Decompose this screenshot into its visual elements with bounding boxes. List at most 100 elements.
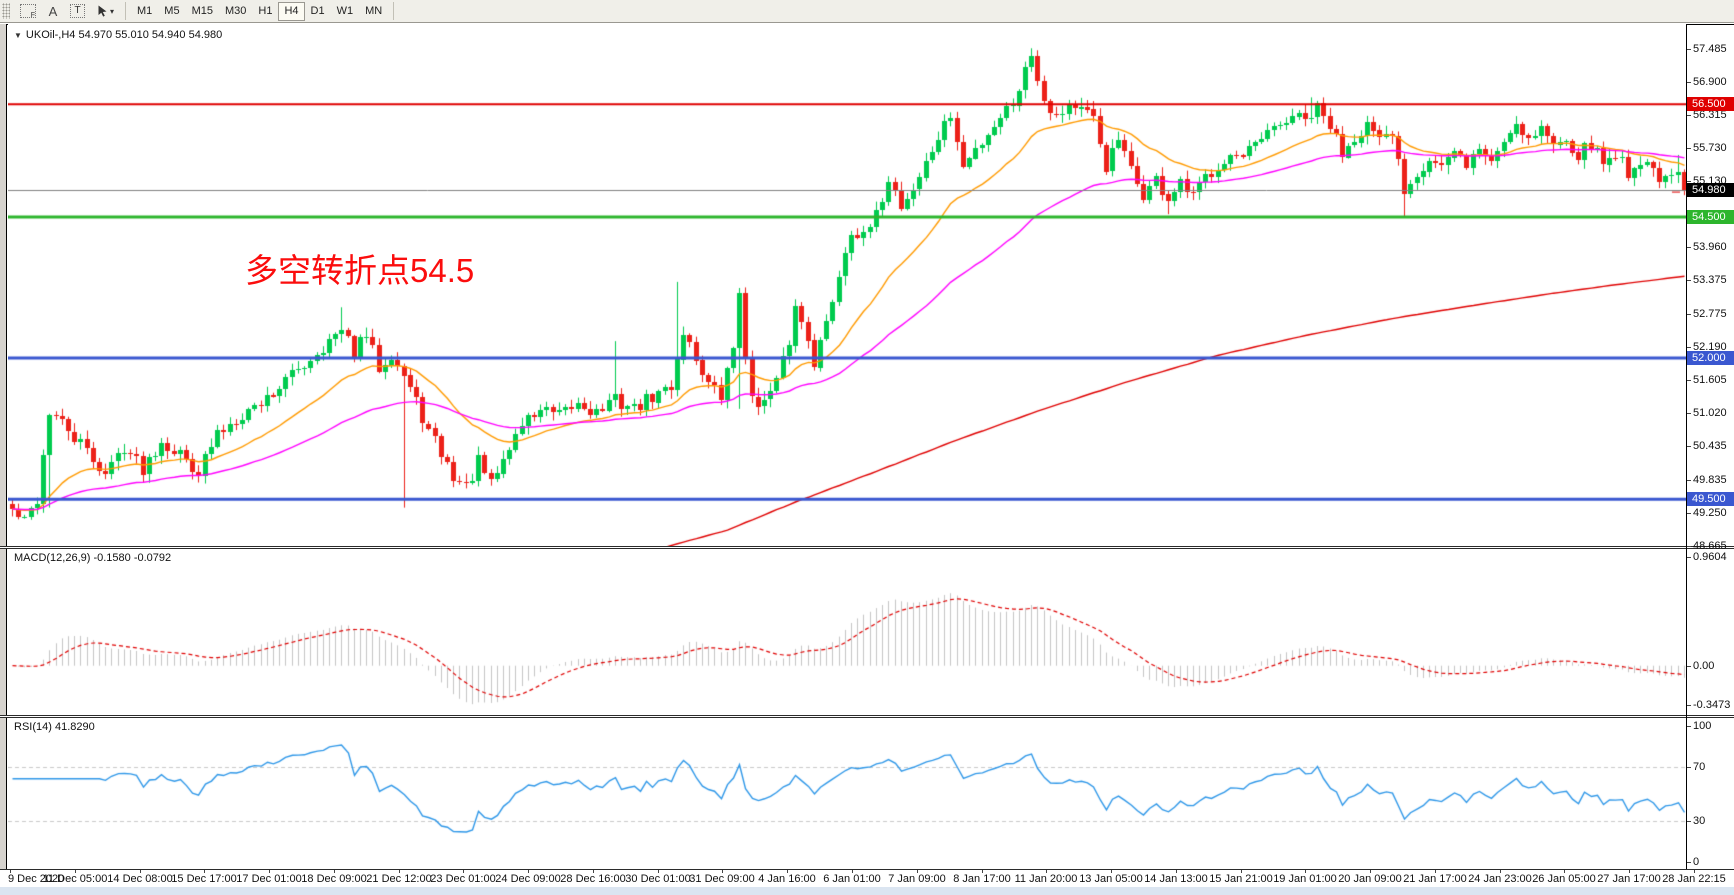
- rsi-tick-label: 70: [1686, 760, 1706, 773]
- price-tick-label: 49.835: [1687, 474, 1727, 487]
- price-tick-label: 48.665: [1687, 540, 1727, 553]
- time-axis-label: 7 Jan 09:00: [888, 873, 946, 885]
- macd-indicator-chart[interactable]: [8, 549, 1686, 715]
- time-axis-label: 9 Dec 2020: [8, 873, 65, 885]
- timeframe-button-m5[interactable]: M5: [164, 5, 180, 17]
- time-tick-mark: [917, 870, 918, 873]
- time-axis-label: 17 Dec 01:00: [236, 873, 302, 885]
- time-tick-mark: [1564, 870, 1565, 873]
- main-price-chart[interactable]: [8, 24, 1686, 546]
- timeframe-button-h1[interactable]: H1: [258, 5, 273, 17]
- time-axis-label: 28 Jan 22:15: [1662, 873, 1726, 885]
- time-axis-label: 13 Jan 05:00: [1079, 873, 1143, 885]
- time-axis-label: 23 Dec 01:00: [430, 873, 496, 885]
- rsi-indicator-chart[interactable]: [8, 718, 1686, 869]
- price-badge: 52.000: [1687, 351, 1734, 366]
- time-tick-mark: [399, 870, 400, 873]
- time-tick-mark: [1370, 870, 1371, 873]
- chart-window: ▼ UKOil-,H4 54.970 55.010 54.940 54.980 M…: [0, 24, 1734, 895]
- macd-label: MACD(12,26,9) -0.1580 -0.0792: [14, 552, 172, 564]
- price-tick-label: 56.900: [1687, 75, 1727, 88]
- timeframe-button-m1[interactable]: M1: [137, 5, 153, 17]
- toolbar: F A T ▾ M1 M5 M15 M30 H1 H4 D1 W1 MN: [0, 0, 1734, 23]
- price-tick-label: 56.315: [1687, 108, 1727, 121]
- template-f-button[interactable]: F: [14, 2, 42, 21]
- time-tick-mark: [1500, 870, 1501, 873]
- price-axis: 57.485 56.900 56.315 55.730 55.130 53.960 53.3…: [1686, 24, 1734, 869]
- template-f-icon: F: [20, 4, 36, 19]
- timeframe-button-mn[interactable]: MN: [365, 5, 383, 17]
- chart-annotation-text[interactable]: 多空转折点54.5: [245, 252, 475, 289]
- time-tick-mark: [140, 870, 141, 873]
- timeframe-button-w1[interactable]: W1: [336, 5, 354, 17]
- time-axis: 9 Dec 2020 11 Dec 05:00 14 Dec 08:00 15 Dec…: [0, 869, 1734, 887]
- time-axis-label: 24 Dec 09:00: [495, 873, 561, 885]
- time-axis-label: 31 Dec 09:00: [689, 873, 755, 885]
- text-label-button[interactable]: T: [64, 2, 91, 21]
- symbol-title-text: UKOil-,H4 54.970 55.010 54.940 54.980: [25, 29, 223, 41]
- rsi-label: RSI(14) 41.8290: [14, 721, 95, 733]
- timeframe-button-m30[interactable]: M30: [224, 5, 247, 17]
- time-tick-mark: [1435, 870, 1436, 873]
- time-axis-label: 14 Jan 13:00: [1144, 873, 1208, 885]
- toolbar-separator: [125, 2, 127, 20]
- rsi-tick-label: 30: [1686, 815, 1706, 828]
- window-left-gutter: [0, 24, 7, 887]
- time-tick-mark: [204, 870, 205, 873]
- cursor-tool-button[interactable]: ▾: [91, 2, 120, 21]
- text-label-icon: T: [70, 4, 85, 18]
- time-tick-mark: [1111, 870, 1112, 873]
- rsi-tick-label: 100: [1686, 720, 1712, 732]
- collapse-triangle-icon[interactable]: ▼: [14, 31, 22, 40]
- time-tick-mark: [1305, 870, 1306, 873]
- time-axis-label: 15 Jan 21:00: [1209, 873, 1273, 885]
- macd-tick-label: 0.9604: [1687, 551, 1727, 563]
- price-axis-border: [1686, 24, 1687, 869]
- time-axis-label: 28 Dec 16:00: [560, 873, 626, 885]
- time-tick-mark: [593, 870, 594, 873]
- time-axis-label: 11 Dec 05:00: [42, 873, 108, 885]
- time-tick-mark: [722, 870, 723, 873]
- time-axis-label: 27 Jan 17:00: [1597, 873, 1661, 885]
- price-tick-label: 51.020: [1687, 407, 1727, 420]
- pane-separator[interactable]: [0, 546, 1734, 549]
- macd-tick-label: -0.3473: [1686, 699, 1731, 711]
- timeframe-button-h4[interactable]: H4: [278, 1, 305, 21]
- time-tick-mark: [1694, 870, 1695, 873]
- time-axis-label: 30 Dec 01:00: [625, 873, 691, 885]
- time-axis-label: 18 Dec 09:00: [301, 873, 367, 885]
- time-tick-mark: [852, 870, 853, 873]
- price-badge: 49.500: [1687, 492, 1734, 507]
- pane-separator[interactable]: [0, 715, 1734, 718]
- symbol-title[interactable]: ▼ UKOil-,H4 54.970 55.010 54.940 54.980: [14, 29, 222, 41]
- timeframe-button-m15[interactable]: M15: [191, 5, 213, 17]
- time-tick-mark: [787, 870, 788, 873]
- time-axis-label: 4 Jan 16:00: [758, 873, 816, 885]
- timeframe-group: M1 M5 M15 M30 H1 H4 D1 W1 MN: [131, 1, 388, 21]
- time-axis-label: 15 Dec 17:00: [171, 873, 237, 885]
- time-tick-mark: [334, 870, 335, 873]
- toolbar-drag-handle[interactable]: [2, 3, 10, 19]
- time-tick-mark: [1241, 870, 1242, 873]
- price-tick-label: 52.775: [1687, 308, 1727, 321]
- time-axis-label: 21 Dec 12:00: [366, 873, 432, 885]
- price-tick-label: 55.730: [1687, 141, 1727, 154]
- time-tick-mark: [528, 870, 529, 873]
- font-button[interactable]: A: [42, 2, 64, 21]
- time-axis-label: 8 Jan 17:00: [953, 873, 1011, 885]
- price-badge: 56.500: [1687, 97, 1734, 112]
- timeframe-button-d1[interactable]: D1: [310, 5, 325, 17]
- time-tick-mark: [1046, 870, 1047, 873]
- time-axis-label: 11 Jan 20:00: [1014, 873, 1078, 885]
- time-tick-mark: [1629, 870, 1630, 873]
- time-tick-mark: [75, 870, 76, 873]
- price-badge: 54.980: [1687, 182, 1734, 197]
- price-tick-label: 50.435: [1687, 440, 1727, 453]
- time-axis-label: 19 Jan 01:00: [1273, 873, 1337, 885]
- time-tick-mark: [1176, 870, 1177, 873]
- macd-tick-label: 0.00: [1686, 659, 1715, 672]
- time-axis-label: 20 Jan 09:00: [1338, 873, 1402, 885]
- time-tick-mark: [10, 870, 11, 873]
- window-bottom-strip: [0, 887, 1734, 895]
- time-axis-label: 26 Jan 05:00: [1532, 873, 1596, 885]
